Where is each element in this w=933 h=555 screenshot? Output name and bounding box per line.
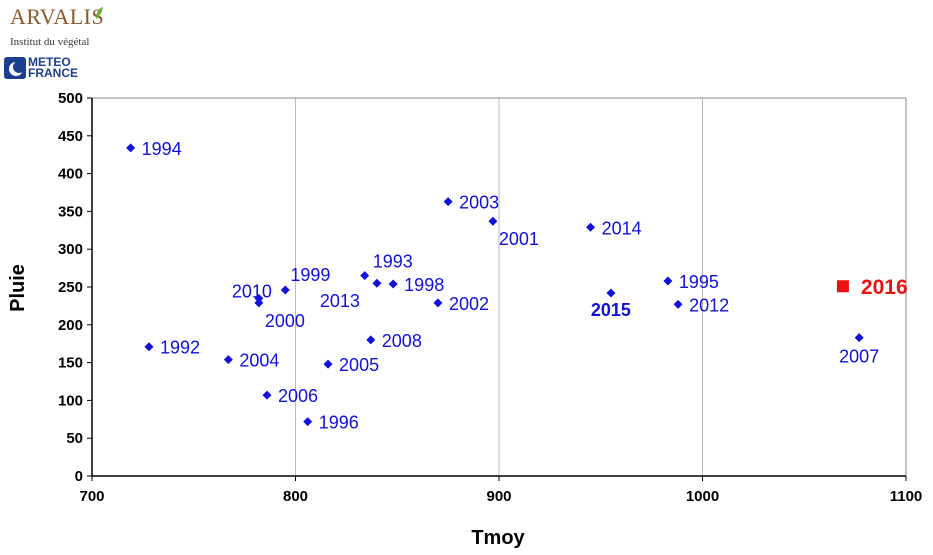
point-marker-2007 [854, 333, 864, 343]
point-label-2012: 2012 [689, 295, 729, 315]
data-points [126, 143, 864, 427]
point-label-2006: 2006 [278, 386, 318, 406]
point-label-2014: 2014 [602, 218, 642, 238]
y-tick-label: 300 [58, 241, 83, 258]
y-tick-label: 100 [58, 392, 83, 409]
point-label-1996: 1996 [319, 413, 359, 433]
y-tick-label: 250 [58, 279, 83, 296]
y-tick-label: 400 [58, 166, 83, 183]
point-label-1999: 1999 [290, 265, 330, 285]
gridlines [295, 98, 703, 476]
point-label-2016: 2016 [861, 276, 908, 299]
point-marker-2003 [443, 197, 453, 207]
point-marker-1994 [126, 143, 136, 153]
point-marker-2016 [836, 280, 849, 293]
point-marker-2004 [223, 355, 233, 365]
y-tick-label: 0 [75, 468, 83, 485]
point-marker-2001 [488, 216, 498, 226]
arvalis-logo-word: ARVALIS [10, 4, 105, 29]
point-label-1993: 1993 [373, 252, 413, 272]
point-label-1994: 1994 [142, 139, 182, 159]
tick-labels: 0 50 100 150 200 250 300 350 400 450 500 700 800 900 1… [58, 90, 922, 505]
x-tick-label: 800 [283, 488, 308, 505]
point-marker-2005 [323, 359, 333, 369]
meteo-france-logo: METEO FRANCE [4, 55, 104, 83]
point-label-2010: 2010 [232, 281, 272, 301]
point-label-2008: 2008 [382, 331, 422, 351]
point-marker-2013 [372, 278, 382, 288]
x-tick-label: 900 [486, 488, 511, 505]
y-tick-label: 200 [58, 317, 83, 334]
point-labels: 1994 1992 2004 2010 2000 2006 1999 1996 2005 1993… [142, 139, 908, 433]
y-tick-label: 150 [58, 355, 83, 372]
point-label-2000: 2000 [265, 311, 305, 331]
point-label-2003: 2003 [459, 193, 499, 213]
point-marker-2002 [433, 298, 443, 308]
point-marker-2015 [606, 288, 616, 298]
point-label-1995: 1995 [679, 272, 719, 292]
point-marker-1992 [144, 342, 154, 352]
point-marker-2008 [366, 335, 376, 345]
point-label-1992: 1992 [160, 338, 200, 358]
point-label-2013: 2013 [320, 291, 360, 311]
point-marker-2006 [262, 390, 272, 400]
meteo-logo-line2: FRANCE [28, 66, 78, 80]
point-label-2005: 2005 [339, 355, 379, 375]
point-label-2004: 2004 [239, 351, 279, 371]
leaf-icon [96, 7, 103, 19]
point-marker-1996 [303, 417, 313, 427]
y-tick-label: 350 [58, 203, 83, 220]
point-label-2015: 2015 [591, 300, 631, 320]
point-label-1998: 1998 [404, 275, 444, 295]
point-marker-1999 [280, 285, 290, 295]
y-axis-title: Pluie [7, 264, 29, 312]
point-marker-1995 [663, 276, 673, 286]
point-label-2007: 2007 [839, 347, 879, 367]
point-marker-2010 [254, 293, 264, 303]
point-marker-2014 [586, 222, 596, 232]
arvalis-logo: ARVALIS Institut du végétal [8, 4, 108, 56]
meteo-logo-text: METEO FRANCE [28, 55, 78, 80]
meteo-logo-line1: METEO [28, 55, 71, 69]
y-tick-label: 450 [58, 128, 83, 145]
x-tick-label: 1100 [890, 488, 923, 505]
point-marker-2012 [673, 299, 683, 309]
point-marker-1993 [360, 271, 370, 281]
point-marker-2000 [254, 298, 264, 308]
x-axis-title: Tmoy [471, 527, 525, 549]
point-label-2001: 2001 [499, 229, 539, 249]
y-tick-label: 50 [66, 430, 83, 447]
arvalis-logo-subtitle: Institut du végétal [10, 36, 90, 48]
x-tick-label: 1000 [686, 488, 719, 505]
meteo-globe-icon [4, 57, 26, 79]
point-marker-1998 [388, 279, 398, 289]
y-tick-label: 500 [58, 90, 83, 107]
x-tick-label: 700 [79, 488, 104, 505]
point-label-2002: 2002 [449, 294, 489, 314]
